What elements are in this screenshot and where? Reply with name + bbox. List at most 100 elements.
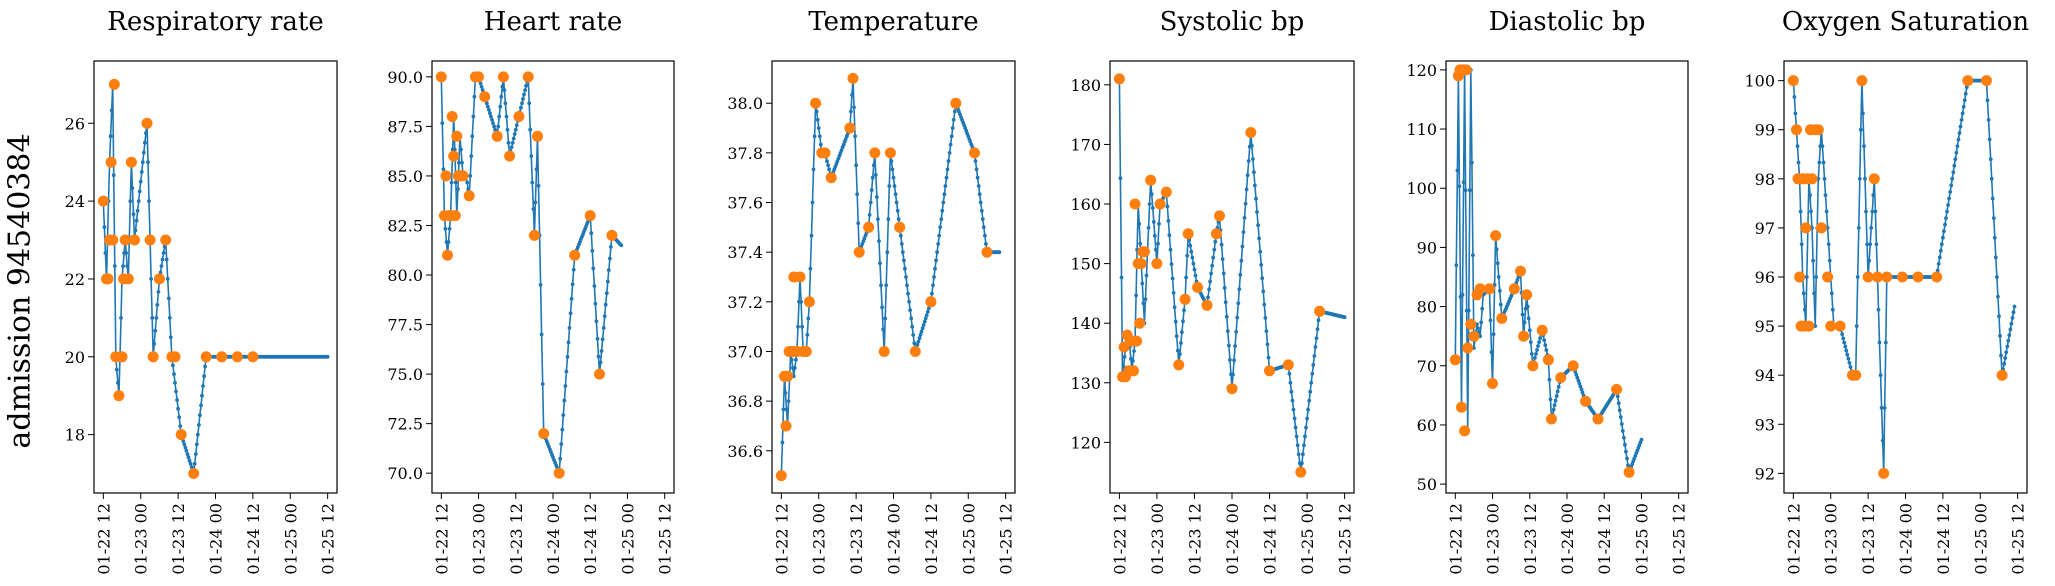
- series-point: [983, 234, 987, 238]
- series-point: [153, 329, 157, 333]
- series-point: [1951, 170, 1955, 174]
- series-point: [176, 407, 180, 411]
- series-point: [1295, 435, 1299, 439]
- series-point: [506, 128, 510, 132]
- series-point: [444, 227, 448, 231]
- series-point: [1543, 343, 1547, 347]
- series-point: [1260, 276, 1264, 280]
- observed-marker: [126, 157, 137, 168]
- x-tick-label: 01-23 12: [1859, 503, 1878, 575]
- series-point: [809, 267, 813, 271]
- series-point: [1987, 118, 1991, 122]
- series-point: [1131, 359, 1135, 363]
- x-tick-label: 01-22 12: [432, 503, 451, 575]
- series-point: [177, 415, 181, 419]
- series-point: [1937, 262, 1941, 266]
- series-point: [566, 355, 570, 359]
- series-point: [907, 300, 911, 304]
- series-point: [1495, 248, 1499, 252]
- series-point: [2007, 333, 2011, 337]
- series-point: [523, 88, 527, 92]
- series-point: [1234, 330, 1238, 334]
- series-point: [1808, 193, 1812, 197]
- series-point: [507, 141, 511, 145]
- series-point: [1538, 336, 1542, 340]
- series-point: [1300, 461, 1304, 465]
- series-point: [480, 85, 484, 89]
- series-point: [1529, 340, 1533, 344]
- observed-marker: [1537, 325, 1548, 336]
- observed-marker: [154, 273, 165, 284]
- y-tick-label: 36.8: [727, 392, 763, 411]
- series-line: [441, 77, 621, 473]
- series-point: [2004, 350, 2008, 354]
- series-point: [979, 201, 983, 205]
- series-point: [1991, 197, 1995, 201]
- observed-marker: [1816, 222, 1827, 233]
- series-point: [522, 93, 526, 97]
- series-point: [1958, 131, 1962, 135]
- observed-marker: [1580, 396, 1591, 407]
- series-point: [472, 115, 476, 119]
- series-point: [2011, 316, 2015, 320]
- series-point: [459, 148, 463, 152]
- panel-frame: [772, 61, 1015, 493]
- series-point: [1221, 257, 1225, 261]
- series-point: [1859, 128, 1863, 132]
- series-point: [487, 108, 491, 112]
- series-point: [601, 338, 605, 342]
- series-point: [593, 284, 597, 288]
- series-point: [165, 258, 169, 262]
- series-point: [884, 283, 888, 287]
- series-point: [567, 341, 571, 345]
- series-point: [198, 413, 202, 417]
- observed-marker: [894, 222, 905, 233]
- series-point: [1947, 197, 1951, 201]
- series-point: [906, 292, 910, 296]
- series-point: [112, 173, 116, 177]
- series-point: [1262, 303, 1266, 307]
- series-point: [154, 316, 158, 320]
- series-point: [1996, 295, 2000, 299]
- series-point: [1939, 249, 1943, 253]
- observed-marker: [504, 151, 515, 162]
- series-point: [854, 163, 858, 167]
- series-point: [1794, 112, 1798, 116]
- y-tick-label: 38.0: [727, 94, 763, 113]
- series-point: [1956, 144, 1960, 148]
- x-tick-label: 01-25 00: [1298, 503, 1317, 575]
- observed-marker: [1863, 272, 1874, 283]
- series-point: [1238, 273, 1242, 277]
- series-point: [619, 243, 623, 247]
- series-point: [813, 134, 817, 138]
- y-tick-label: 82.5: [387, 216, 423, 235]
- series-point: [599, 361, 603, 365]
- series-point: [937, 234, 941, 238]
- series-point: [978, 192, 982, 196]
- series-point: [1180, 330, 1184, 334]
- y-tick-label: 90.0: [387, 68, 423, 87]
- series-point: [1147, 226, 1151, 230]
- series-point: [173, 381, 177, 385]
- y-tick-label: 95: [1755, 317, 1775, 336]
- observed-marker: [441, 170, 452, 181]
- observed-marker: [513, 111, 524, 122]
- series-point: [816, 118, 820, 122]
- series-point: [1497, 275, 1501, 279]
- y-tick-label: 72.5: [387, 415, 423, 434]
- y-tick-label: 80.0: [387, 266, 423, 285]
- y-tick-label: 98: [1755, 170, 1775, 189]
- series-point: [1169, 248, 1173, 252]
- panel-frame: [1446, 61, 1688, 493]
- series-point: [1303, 435, 1307, 439]
- y-tick-label: 60: [1417, 416, 1437, 435]
- series-point: [1960, 118, 1964, 122]
- series-point: [1301, 452, 1305, 456]
- x-tick-label: 01-23 12: [1521, 503, 1540, 575]
- series-point: [146, 160, 150, 164]
- observed-marker: [1543, 354, 1554, 365]
- observed-marker: [776, 470, 787, 481]
- observed-marker: [538, 428, 549, 439]
- series-point: [894, 192, 898, 196]
